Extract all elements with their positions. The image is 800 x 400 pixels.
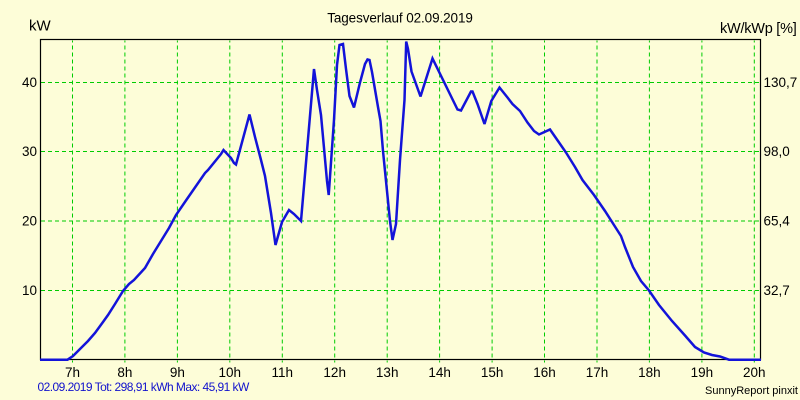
svg-text:12h: 12h: [323, 365, 346, 380]
svg-text:9h: 9h: [170, 365, 185, 380]
svg-text:15h: 15h: [481, 365, 504, 380]
svg-text:02.09.2019 Tot: 298,91 kWh Max: 02.09.2019 Tot: 298,91 kWh Max: 45,91 kW: [38, 380, 250, 394]
svg-text:10h: 10h: [219, 365, 242, 380]
svg-text:17h: 17h: [586, 365, 609, 380]
svg-text:98,0: 98,0: [764, 144, 790, 159]
svg-text:7h: 7h: [65, 365, 80, 380]
svg-text:30: 30: [22, 144, 37, 159]
svg-text:kW/kWp [%]: kW/kWp [%]: [720, 21, 796, 37]
svg-text:20h: 20h: [743, 365, 766, 380]
svg-text:SunnyReport pinxit: SunnyReport pinxit: [705, 385, 798, 397]
svg-text:13h: 13h: [376, 365, 399, 380]
svg-text:19h: 19h: [691, 365, 714, 380]
svg-text:11h: 11h: [272, 365, 294, 380]
svg-text:40: 40: [22, 75, 37, 90]
svg-text:18h: 18h: [638, 365, 661, 380]
svg-text:Tagesverlauf 02.09.2019: Tagesverlauf 02.09.2019: [327, 11, 473, 26]
svg-text:14h: 14h: [428, 365, 451, 380]
svg-text:16h: 16h: [533, 365, 556, 380]
svg-text:20: 20: [22, 214, 37, 229]
svg-text:32,7: 32,7: [764, 283, 790, 298]
svg-text:8h: 8h: [117, 365, 132, 380]
svg-text:130,7: 130,7: [764, 75, 798, 90]
svg-text:kW: kW: [29, 18, 52, 35]
svg-text:65,4: 65,4: [764, 214, 791, 229]
svg-text:10: 10: [22, 283, 37, 298]
